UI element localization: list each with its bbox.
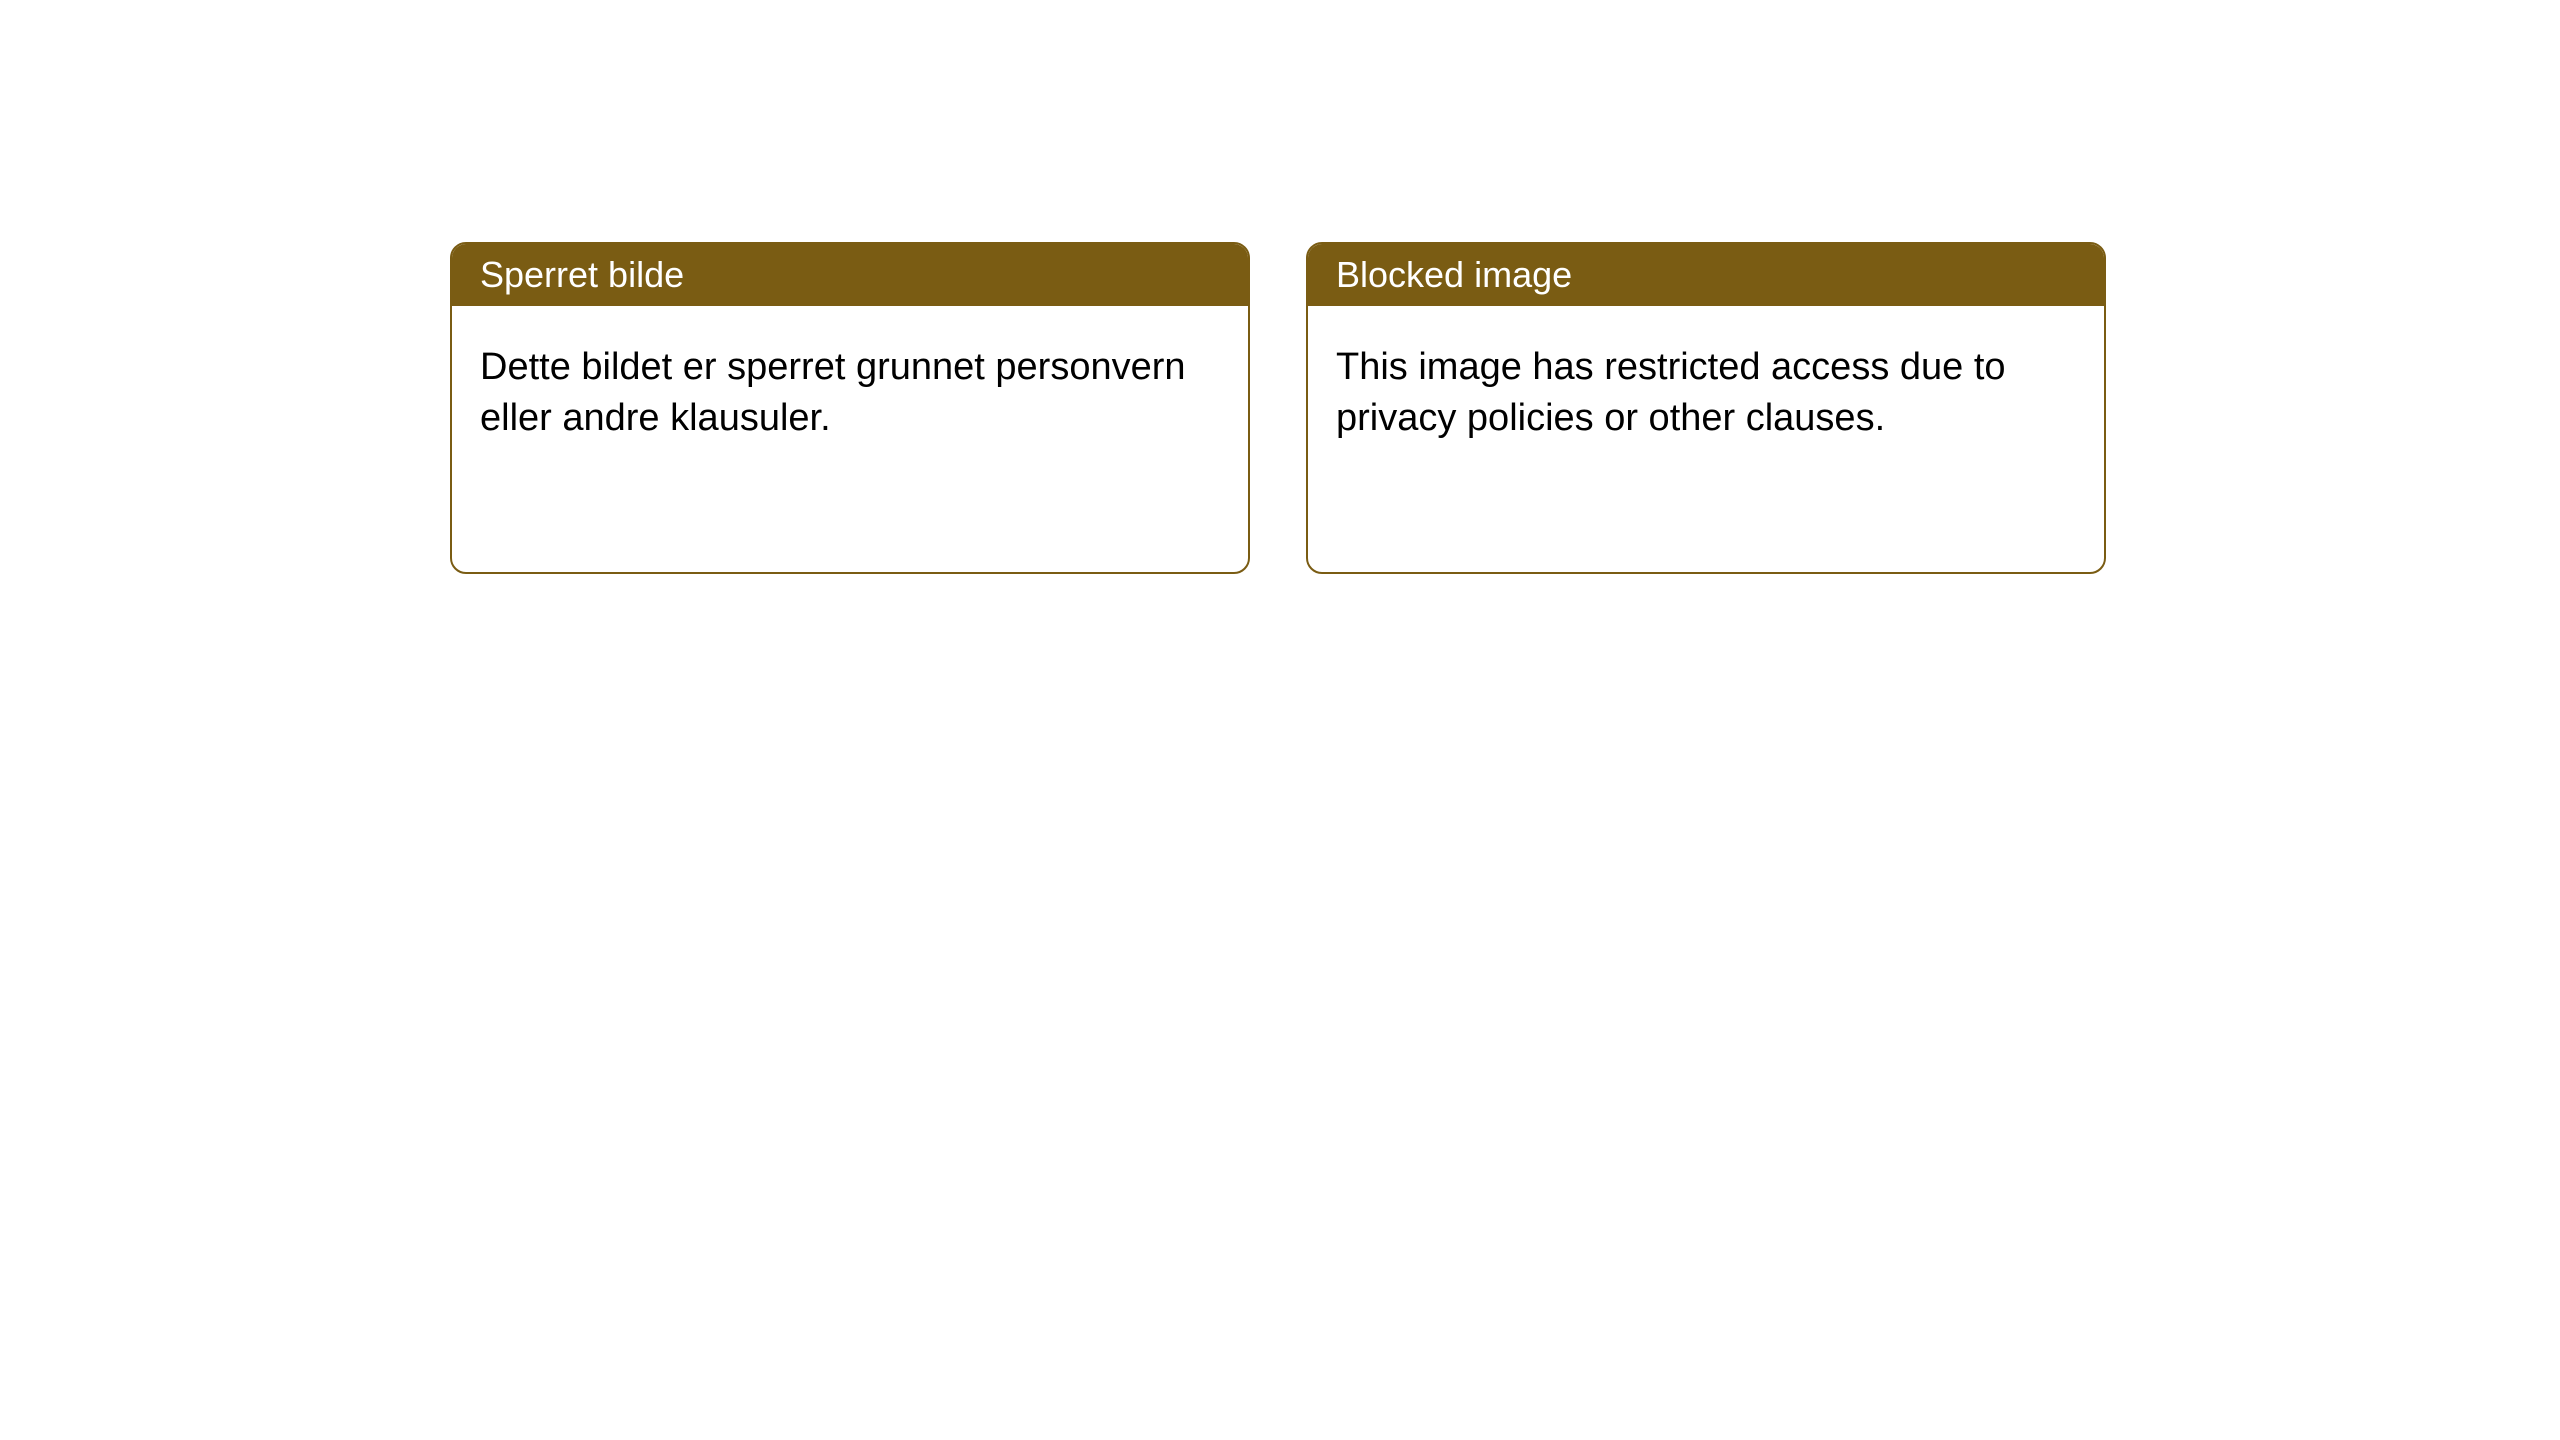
card-title: Blocked image (1336, 254, 1572, 295)
card-body: Dette bildet er sperret grunnet personve… (452, 306, 1248, 481)
card-body: This image has restricted access due to … (1308, 306, 2104, 481)
card-header: Blocked image (1308, 244, 2104, 306)
card-body-text: Dette bildet er sperret grunnet personve… (480, 346, 1186, 439)
notice-container: Sperret bilde Dette bildet er sperret gr… (450, 242, 2106, 574)
notice-card-english: Blocked image This image has restricted … (1306, 242, 2106, 574)
card-body-text: This image has restricted access due to … (1336, 346, 2006, 439)
card-header: Sperret bilde (452, 244, 1248, 306)
notice-card-norwegian: Sperret bilde Dette bildet er sperret gr… (450, 242, 1250, 574)
card-title: Sperret bilde (480, 254, 684, 295)
